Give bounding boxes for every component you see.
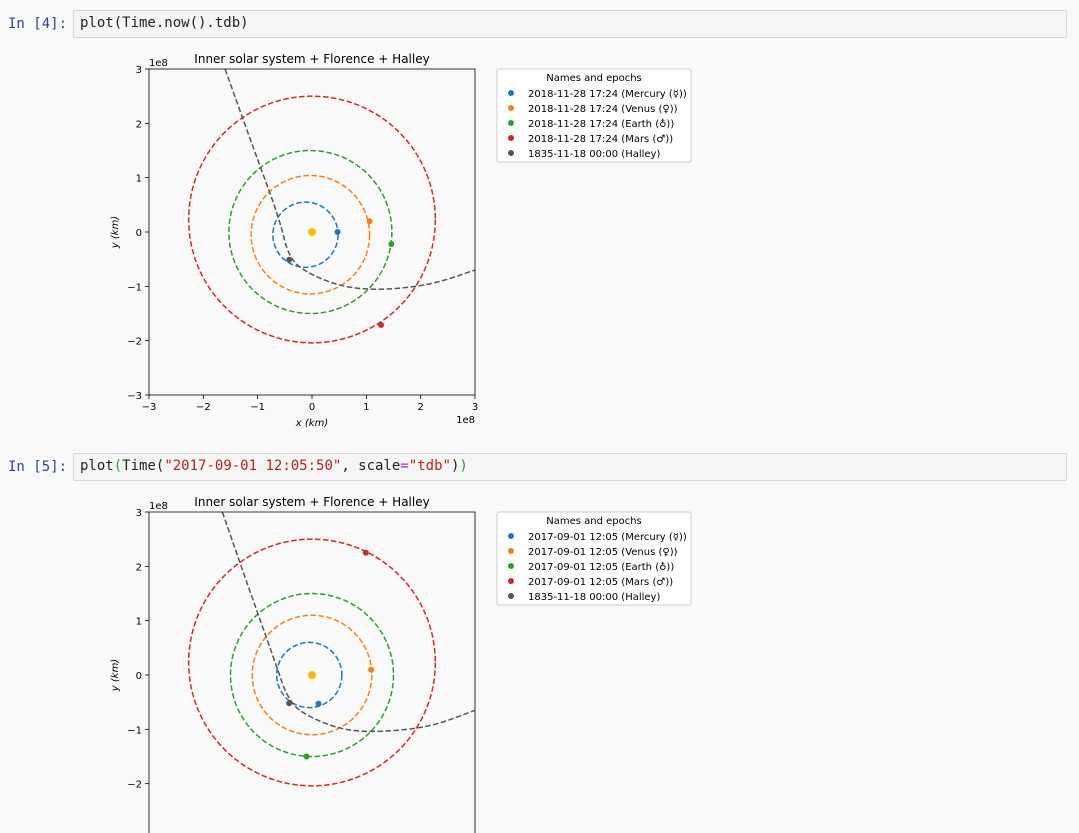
code-token: = — [400, 458, 409, 474]
legend-item: 2017-09-01 12:05 (Venus (♀)) — [528, 547, 678, 558]
y-tick-label: 0 — [136, 228, 142, 239]
x-offset-label: 1e8 — [456, 415, 475, 426]
y-tick-label: 1 — [136, 174, 142, 185]
orbit-halley — [221, 512, 475, 733]
plot-output: Inner solar system + Florence + Halley 1e… — [110, 495, 692, 833]
point-earth — [303, 753, 310, 760]
y-tick-label: 2 — [136, 119, 142, 130]
x-tick-label: 2 — [417, 402, 423, 413]
legend-marker — [508, 90, 514, 96]
y-tick-label: 0 — [136, 671, 142, 682]
code-input[interactable]: plot(Time("2017-09-01 12:05:50", scale="… — [73, 453, 1067, 481]
orbit-earth — [229, 592, 395, 758]
y-offset-label: 1e8 — [149, 58, 168, 69]
legend-marker — [508, 548, 514, 554]
legend: Names and epochs 2018-11-28 17:24 (Mercur… — [496, 68, 692, 163]
legend-item: 2018-11-28 17:24 (Mars (♂)) — [528, 134, 673, 145]
legend-item: 2018-11-28 17:24 (Venus (♀)) — [528, 104, 678, 115]
x-tick-label: 1 — [363, 402, 369, 413]
legend: Names and epochs 2017-09-01 12:05 (Mercur… — [496, 511, 692, 606]
legend-marker — [508, 593, 514, 599]
point-mercury — [315, 700, 322, 707]
y-tick-label: 2 — [136, 562, 142, 573]
code-token: "2017-09-01 12:05:50" — [164, 458, 342, 474]
x-tick-label: −3 — [142, 402, 157, 413]
legend-title: Names and epochs — [546, 516, 642, 527]
legend-item: 2017-09-01 12:05 (Earth (♁)) — [528, 561, 674, 573]
x-axis-label: x (km) — [295, 418, 328, 429]
code-token: plot(Time.now().tdb) — [80, 15, 249, 31]
orbit-venus — [250, 174, 371, 295]
y-offset-label: 1e8 — [149, 501, 168, 512]
sun-point — [308, 228, 316, 236]
code-token: ) — [450, 458, 460, 474]
y-tick-label: −1 — [127, 725, 142, 736]
legend-marker — [508, 120, 514, 126]
legend-item: 2018-11-28 17:24 (Earth (♁)) — [528, 118, 674, 130]
orbit-halley — [224, 69, 475, 290]
legend-box — [496, 511, 692, 606]
legend-item: 2018-11-28 17:24 (Mercury (☿)) — [528, 89, 687, 100]
orbit-mercury — [272, 201, 339, 269]
code-token: ) — [459, 458, 468, 474]
code-token: Time( — [122, 458, 165, 474]
y-tick-label: 1 — [136, 617, 142, 628]
point-halley — [286, 700, 293, 707]
y-tick-label: 3 — [136, 65, 142, 76]
point-mars — [378, 321, 385, 328]
orbit-mars — [187, 538, 437, 787]
legend-item: 1835-11-18 00:00 (Halley) — [528, 592, 660, 603]
point-venus — [368, 666, 375, 673]
y-axis-label: y (km) — [110, 216, 121, 249]
legend-item: 1835-11-18 00:00 (Halley) — [528, 149, 660, 160]
x-tick-label: −1 — [250, 402, 265, 413]
legend-item: 2017-09-01 12:05 (Mercury (☿)) — [528, 532, 687, 543]
y-tick-label: −2 — [127, 337, 142, 348]
y-tick-label: 3 — [136, 508, 142, 519]
legend-title: Names and epochs — [546, 73, 642, 84]
legend-marker — [508, 563, 514, 569]
point-earth — [388, 240, 395, 247]
point-mars — [362, 549, 369, 556]
code-token: plot — [80, 458, 114, 474]
x-tick-label: 0 — [309, 402, 315, 413]
point-mercury — [334, 229, 341, 235]
x-tick-label: 3 — [472, 402, 478, 413]
legend-marker — [508, 150, 514, 156]
legend-marker — [508, 533, 514, 539]
chart-title: Inner solar system + Florence + Halley — [194, 495, 429, 509]
y-axis-label: y (km) — [110, 659, 121, 692]
y-tick-label: −3 — [127, 391, 142, 402]
y-tick-label: −2 — [127, 780, 142, 791]
legend-marker — [508, 105, 514, 111]
code-token: "tdb" — [408, 458, 451, 474]
orbit-mercury — [275, 641, 343, 709]
legend-marker — [508, 578, 514, 584]
plot-output: Inner solar system + Florence + Halley 1e… — [110, 52, 692, 429]
orbit-mars — [187, 95, 437, 344]
legend-marker — [508, 135, 514, 141]
cell-prompt: In [4]: — [8, 16, 68, 32]
orbit-earth — [228, 149, 393, 315]
plot-area — [187, 512, 475, 787]
y-tick-label: −1 — [127, 282, 142, 293]
code-token: , scale — [341, 458, 401, 474]
legend-item: 2017-09-01 12:05 (Mars (♂)) — [528, 577, 673, 588]
cell-prompt: In [5]: — [8, 459, 68, 475]
code-token: ( — [113, 458, 123, 474]
legend-box — [496, 68, 692, 163]
sun-point — [308, 671, 316, 679]
plot-area — [187, 69, 475, 344]
chart-title: Inner solar system + Florence + Halley — [194, 52, 429, 66]
orbit-venus — [251, 614, 373, 736]
code-input[interactable]: plot(Time.now().tdb) — [73, 10, 1067, 38]
point-halley — [286, 256, 293, 263]
x-tick-label: −2 — [196, 402, 211, 413]
point-venus — [366, 218, 373, 225]
